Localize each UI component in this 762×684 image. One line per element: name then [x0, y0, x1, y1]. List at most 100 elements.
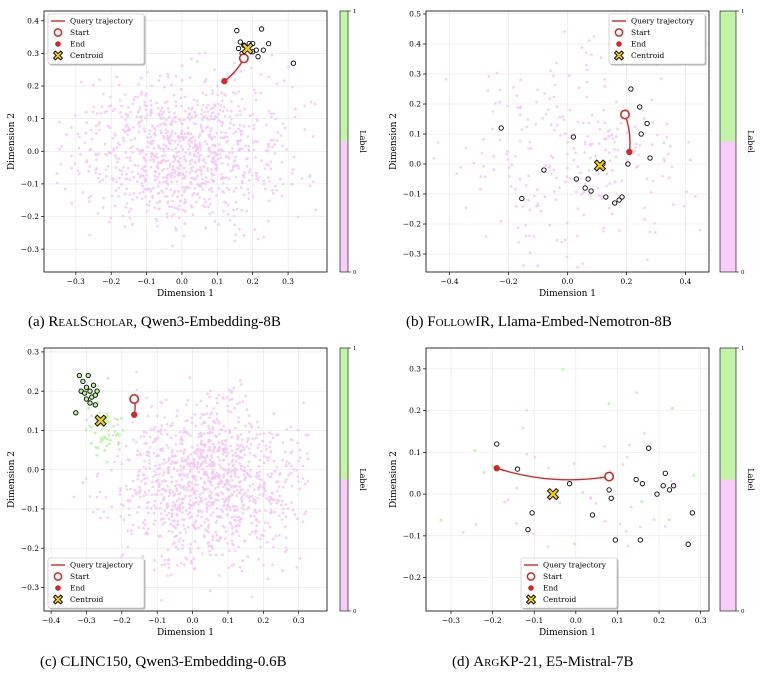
background-point	[245, 157, 248, 161]
background-point	[222, 468, 225, 471]
y-tick-label: −0.3	[21, 245, 39, 254]
background-point	[180, 132, 184, 135]
y-tick-label: 0.2	[27, 387, 39, 396]
background-point	[255, 536, 259, 539]
background-point	[235, 519, 238, 522]
background-point	[170, 424, 174, 428]
background-point	[549, 69, 552, 73]
background-point	[278, 494, 282, 498]
background-point	[180, 104, 184, 108]
background-point	[222, 105, 226, 109]
y-tick-label: −0.2	[403, 573, 421, 582]
background-point	[613, 140, 616, 144]
background-point	[260, 159, 263, 162]
background-point	[166, 72, 169, 76]
background-point	[145, 431, 148, 434]
background-point	[211, 211, 214, 214]
axes-frame	[43, 10, 328, 273]
background-point	[472, 161, 476, 165]
background-point	[236, 523, 240, 527]
x-axis-label: Dimension 1	[539, 289, 596, 299]
background-point	[195, 403, 198, 407]
background-point	[190, 205, 194, 209]
background-point	[131, 494, 135, 498]
background-point	[236, 402, 239, 406]
background-point	[245, 495, 249, 498]
background-point	[243, 473, 246, 476]
background-point	[186, 473, 189, 476]
background-point	[108, 220, 111, 224]
background-point	[185, 431, 189, 434]
background-point	[653, 231, 657, 234]
legend-centroid-marker	[52, 50, 64, 61]
background-point	[650, 98, 654, 102]
background-point	[170, 480, 173, 484]
background-point	[156, 175, 159, 179]
background-point	[159, 448, 162, 452]
background-point	[185, 403, 188, 407]
background-point	[170, 508, 173, 512]
background-point	[106, 516, 110, 519]
background-point	[204, 205, 207, 209]
background-point	[138, 125, 141, 128]
background-point	[197, 503, 200, 506]
background-point	[178, 139, 181, 143]
background-point	[278, 533, 281, 537]
background-point	[289, 425, 293, 429]
background-point	[70, 166, 74, 170]
background-point	[190, 504, 193, 508]
background-point	[219, 516, 223, 519]
background-point	[216, 455, 220, 459]
start-marker	[238, 53, 249, 64]
background-point	[211, 143, 214, 147]
background-point	[208, 504, 211, 508]
background-point	[239, 129, 243, 133]
background-point	[126, 166, 130, 170]
background-point	[192, 153, 196, 156]
background-point	[160, 555, 164, 558]
y-tick-label: −0.2	[21, 212, 39, 221]
background-point	[545, 113, 548, 116]
background-point	[240, 569, 244, 573]
background-point	[206, 392, 209, 395]
background-point	[247, 496, 251, 500]
background-point	[192, 474, 195, 478]
background-point	[178, 472, 182, 476]
background-point	[615, 192, 618, 196]
background-point	[275, 465, 279, 469]
caption-dataset: FollowIR	[427, 314, 491, 330]
background-point	[203, 432, 206, 436]
background-point	[174, 104, 178, 108]
background-point	[254, 98, 258, 102]
background-point	[208, 589, 212, 593]
background-point	[105, 175, 108, 178]
background-point	[203, 445, 206, 448]
background-point	[205, 529, 209, 533]
background-point	[670, 165, 674, 169]
background-point	[200, 497, 203, 500]
background-point	[254, 156, 257, 159]
background-point	[238, 485, 242, 488]
background-point	[165, 212, 169, 216]
background-point	[199, 173, 203, 176]
background-point	[119, 515, 122, 518]
background-point	[652, 518, 656, 522]
label1-point	[120, 416, 123, 420]
x-tick-label: 0.2	[247, 277, 259, 286]
background-point	[552, 95, 556, 99]
background-point	[220, 172, 223, 176]
background-point	[268, 445, 272, 449]
background-point	[115, 180, 119, 184]
background-point	[205, 465, 209, 468]
background-point	[215, 166, 219, 170]
background-point	[208, 416, 211, 420]
background-point	[233, 239, 236, 243]
background-point	[193, 483, 197, 486]
background-point	[204, 497, 207, 501]
background-point	[214, 153, 217, 157]
background-point	[227, 177, 231, 181]
background-point	[636, 164, 639, 168]
background-point	[95, 153, 98, 157]
background-point	[248, 499, 252, 503]
